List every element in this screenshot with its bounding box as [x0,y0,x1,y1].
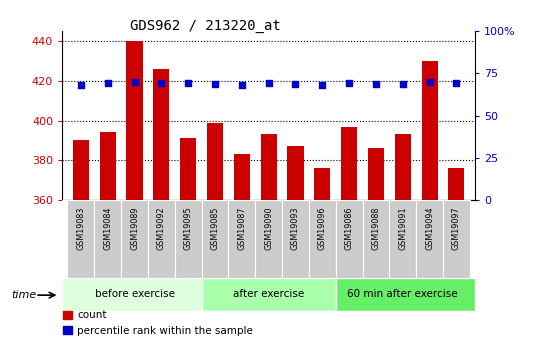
Bar [261,135,276,200]
FancyBboxPatch shape [443,200,470,278]
Point [399,81,407,87]
Point [157,80,166,85]
Point [103,81,112,86]
FancyBboxPatch shape [94,200,121,278]
FancyBboxPatch shape [255,200,282,278]
Legend: count, percentile rank within the sample: count, percentile rank within the sample [59,306,257,340]
Text: GSM19094: GSM19094 [425,206,434,250]
FancyBboxPatch shape [336,278,475,310]
FancyBboxPatch shape [416,200,443,278]
Bar [126,41,143,200]
Point [452,81,461,86]
Bar [234,154,250,200]
Text: GSM19092: GSM19092 [157,206,166,250]
Point [372,81,380,87]
Text: GSM19096: GSM19096 [318,206,327,250]
Text: GDS962 / 213220_at: GDS962 / 213220_at [130,19,281,33]
Text: GSM19089: GSM19089 [130,206,139,250]
Point [291,81,300,87]
Point [345,81,354,86]
FancyBboxPatch shape [148,200,175,278]
Point [318,82,327,88]
Text: GSM19090: GSM19090 [264,206,273,250]
Text: GSM19087: GSM19087 [237,206,246,250]
Text: after exercise: after exercise [233,289,304,299]
Bar [207,122,223,200]
Point [184,81,192,86]
Text: time: time [11,290,36,300]
Bar [314,168,330,200]
FancyBboxPatch shape [175,200,201,278]
Text: GSM19095: GSM19095 [184,206,193,250]
Text: GSM19085: GSM19085 [211,206,219,250]
FancyBboxPatch shape [336,200,362,278]
Text: GSM19086: GSM19086 [345,206,354,250]
FancyBboxPatch shape [282,200,309,278]
Text: GSM19083: GSM19083 [76,206,85,250]
Point [211,81,219,87]
Text: 60 min after exercise: 60 min after exercise [347,289,458,299]
Bar [73,140,89,200]
FancyBboxPatch shape [228,200,255,278]
Text: GSM19093: GSM19093 [291,206,300,250]
FancyBboxPatch shape [68,200,94,278]
FancyBboxPatch shape [362,200,389,278]
FancyBboxPatch shape [62,278,201,310]
Point [77,82,85,88]
Text: GSM19097: GSM19097 [452,206,461,250]
Point [130,79,139,85]
Bar [180,138,196,200]
Point [238,82,246,88]
Bar [287,146,303,200]
FancyBboxPatch shape [62,200,68,278]
Bar [153,69,170,200]
FancyBboxPatch shape [201,200,228,278]
FancyBboxPatch shape [389,200,416,278]
Bar [395,135,411,200]
Bar [368,148,384,200]
Text: GSM19091: GSM19091 [399,206,407,250]
Bar [422,61,437,200]
Text: GSM19088: GSM19088 [372,206,381,250]
FancyBboxPatch shape [121,200,148,278]
Bar [100,132,116,200]
Bar [341,127,357,200]
Point [265,81,273,86]
Point [426,79,434,85]
Text: GSM19084: GSM19084 [103,206,112,250]
FancyBboxPatch shape [201,278,336,310]
FancyBboxPatch shape [309,200,336,278]
Bar [448,168,464,200]
Text: before exercise: before exercise [94,289,174,299]
